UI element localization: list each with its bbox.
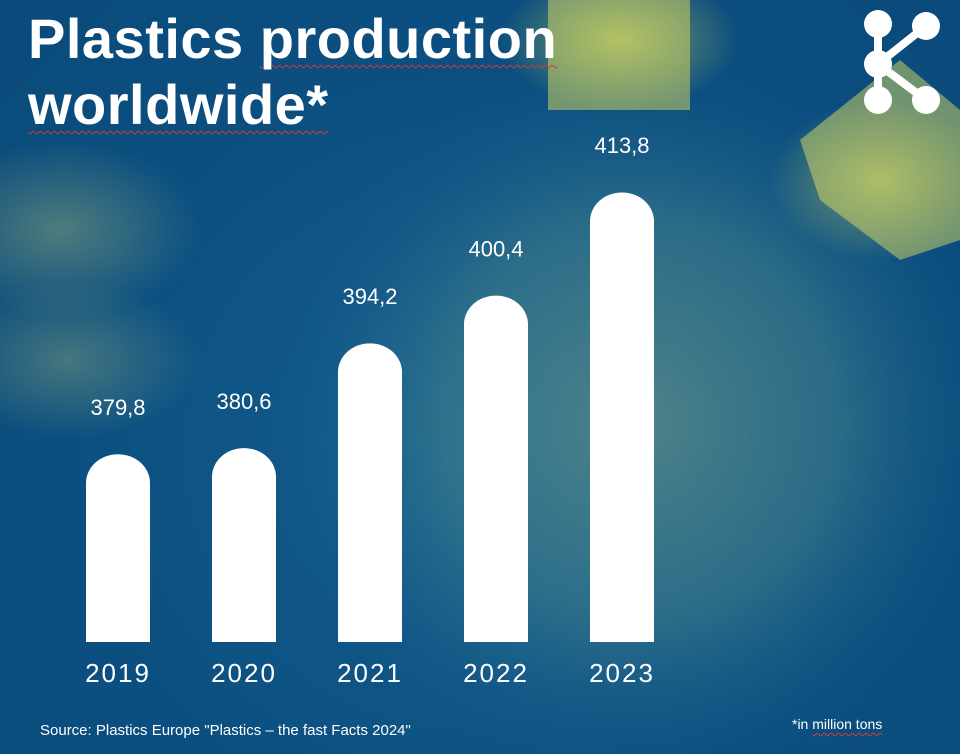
footnote-prefix: *in	[792, 716, 813, 732]
x-tick-label-2021: 2021	[337, 658, 403, 688]
x-tick-label-2019: 2019	[85, 658, 151, 688]
background-glow-lower-left	[0, 280, 200, 440]
title-line-1: Plastics production	[28, 6, 557, 72]
source-note: Source: Plastics Europe "Plastics – the …	[40, 722, 411, 739]
footnote: *in million tons	[792, 716, 882, 732]
value-label-2019: 379,8	[90, 395, 145, 420]
title-line-2: worldwide*	[28, 73, 329, 136]
title-word-production: production	[259, 7, 558, 70]
value-label-2023: 413,8	[594, 133, 649, 158]
footnote-unit: million tons	[812, 716, 883, 732]
bar-2021	[338, 343, 402, 642]
value-label-2021: 394,2	[342, 284, 397, 309]
molecule-share-icon	[864, 10, 940, 114]
background-yellow-glow-top	[500, 0, 740, 110]
background-yellow-glow-right	[770, 100, 960, 260]
x-tick-label-2022: 2022	[463, 658, 529, 688]
bar-2019	[86, 454, 150, 642]
bar-2020	[212, 448, 276, 642]
background-glow-left	[0, 140, 200, 320]
value-label-2020: 380,6	[216, 389, 271, 414]
value-label-2022: 400,4	[468, 236, 523, 261]
title-word-plastics: Plastics	[28, 7, 244, 70]
x-tick-label-2023: 2023	[589, 658, 655, 688]
page-title: Plastics production worldwide*	[28, 6, 557, 138]
x-tick-label-2020: 2020	[211, 658, 277, 688]
bar-2023	[590, 192, 654, 642]
bar-2022	[464, 295, 528, 642]
